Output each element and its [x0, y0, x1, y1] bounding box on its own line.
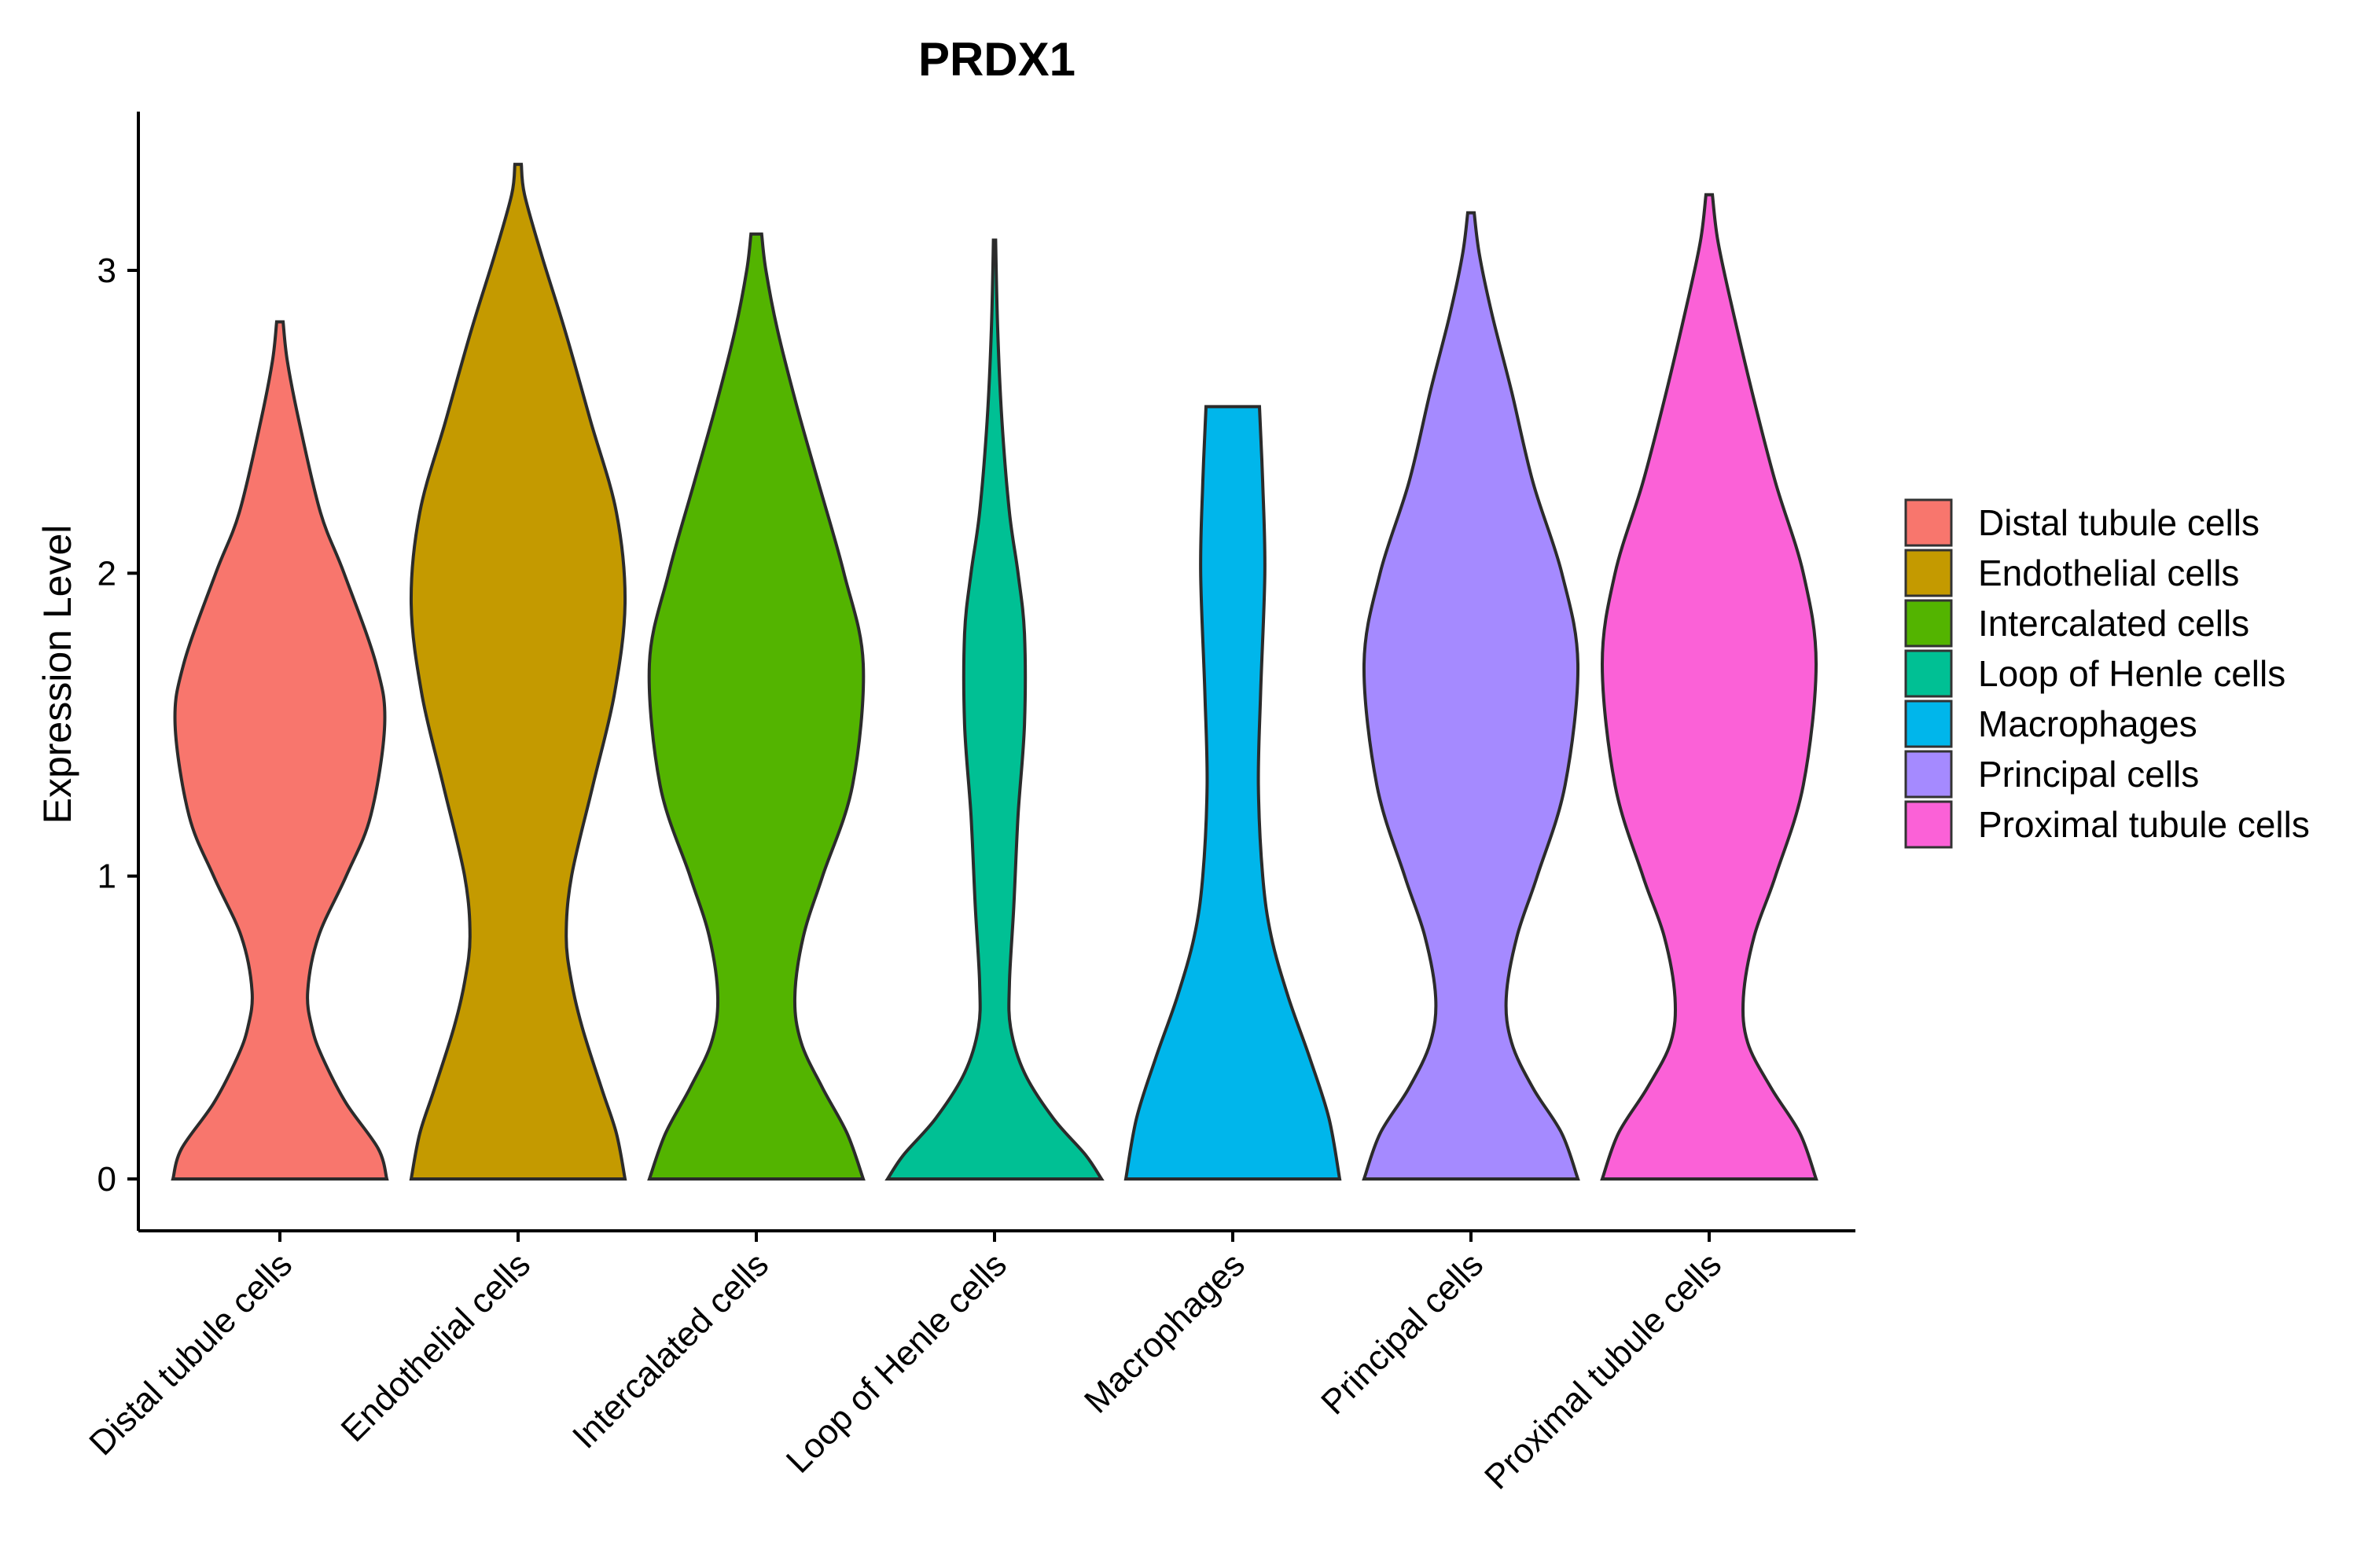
y-axis-label: Expression Level	[35, 525, 79, 824]
legend-label-principal-cells: Principal cells	[1978, 754, 2199, 795]
legend-label-intercalated-cells: Intercalated cells	[1978, 603, 2249, 644]
chart-title: PRDX1	[918, 33, 1076, 86]
legend-key-loop-of-henle-cells	[1904, 649, 1953, 698]
legend-key-endothelial-cells	[1904, 549, 1953, 597]
legend-key-intercalated-cells	[1904, 599, 1953, 648]
y-tick-label: 1	[97, 857, 116, 896]
x-tick-label-principal-cells: Principal cells	[1314, 1245, 1491, 1422]
y-tick-label: 3	[97, 252, 116, 290]
x-tick-label-distal-tubule-cells: Distal tubule cells	[82, 1245, 300, 1463]
x-tick-label-loop-of-henle-cells: Loop of Henle cells	[779, 1245, 1014, 1480]
legend-key-macrophages	[1904, 700, 1953, 748]
violin-macrophages	[1123, 405, 1342, 1181]
violin-layer	[171, 163, 1818, 1181]
x-tick-label-macrophages: Macrophages	[1077, 1245, 1252, 1420]
legend-key-proximal-tubule-cells	[1904, 800, 1953, 849]
violin-intercalated-cells	[647, 232, 866, 1181]
violin-proximal-tubule-cells	[1600, 193, 1818, 1181]
legend-label-loop-of-henle-cells: Loop of Henle cells	[1978, 653, 2285, 694]
violin-loop-of-henle-cells	[884, 238, 1105, 1181]
violin-distal-tubule-cells	[171, 320, 389, 1181]
legend-key-distal-tubule-cells	[1904, 498, 1953, 547]
y-tick-label: 2	[97, 554, 116, 593]
y-axis-ticks: 0 1 2 3	[97, 252, 138, 1199]
legend-label-endothelial-cells: Endothelial cells	[1978, 553, 2239, 593]
legend-label-proximal-tubule-cells: Proximal tubule cells	[1978, 804, 2310, 845]
legend-key-principal-cells	[1904, 750, 1953, 799]
violin-principal-cells	[1362, 211, 1580, 1181]
legend-label-distal-tubule-cells: Distal tubule cells	[1978, 502, 2260, 543]
legend: Distal tubule cells Endothelial cells Inte…	[1904, 498, 2310, 849]
x-axis-ticks: Distal tubule cells Endothelial cells Inte…	[82, 1231, 1729, 1496]
y-tick-label: 0	[97, 1160, 116, 1199]
violin-endothelial-cells	[409, 163, 627, 1181]
x-tick-label-proximal-tubule-cells: Proximal tubule cells	[1477, 1245, 1729, 1496]
x-tick-label-endothelial-cells: Endothelial cells	[334, 1245, 538, 1449]
legend-label-macrophages: Macrophages	[1978, 703, 2197, 744]
x-tick-label-intercalated-cells: Intercalated cells	[565, 1245, 776, 1456]
